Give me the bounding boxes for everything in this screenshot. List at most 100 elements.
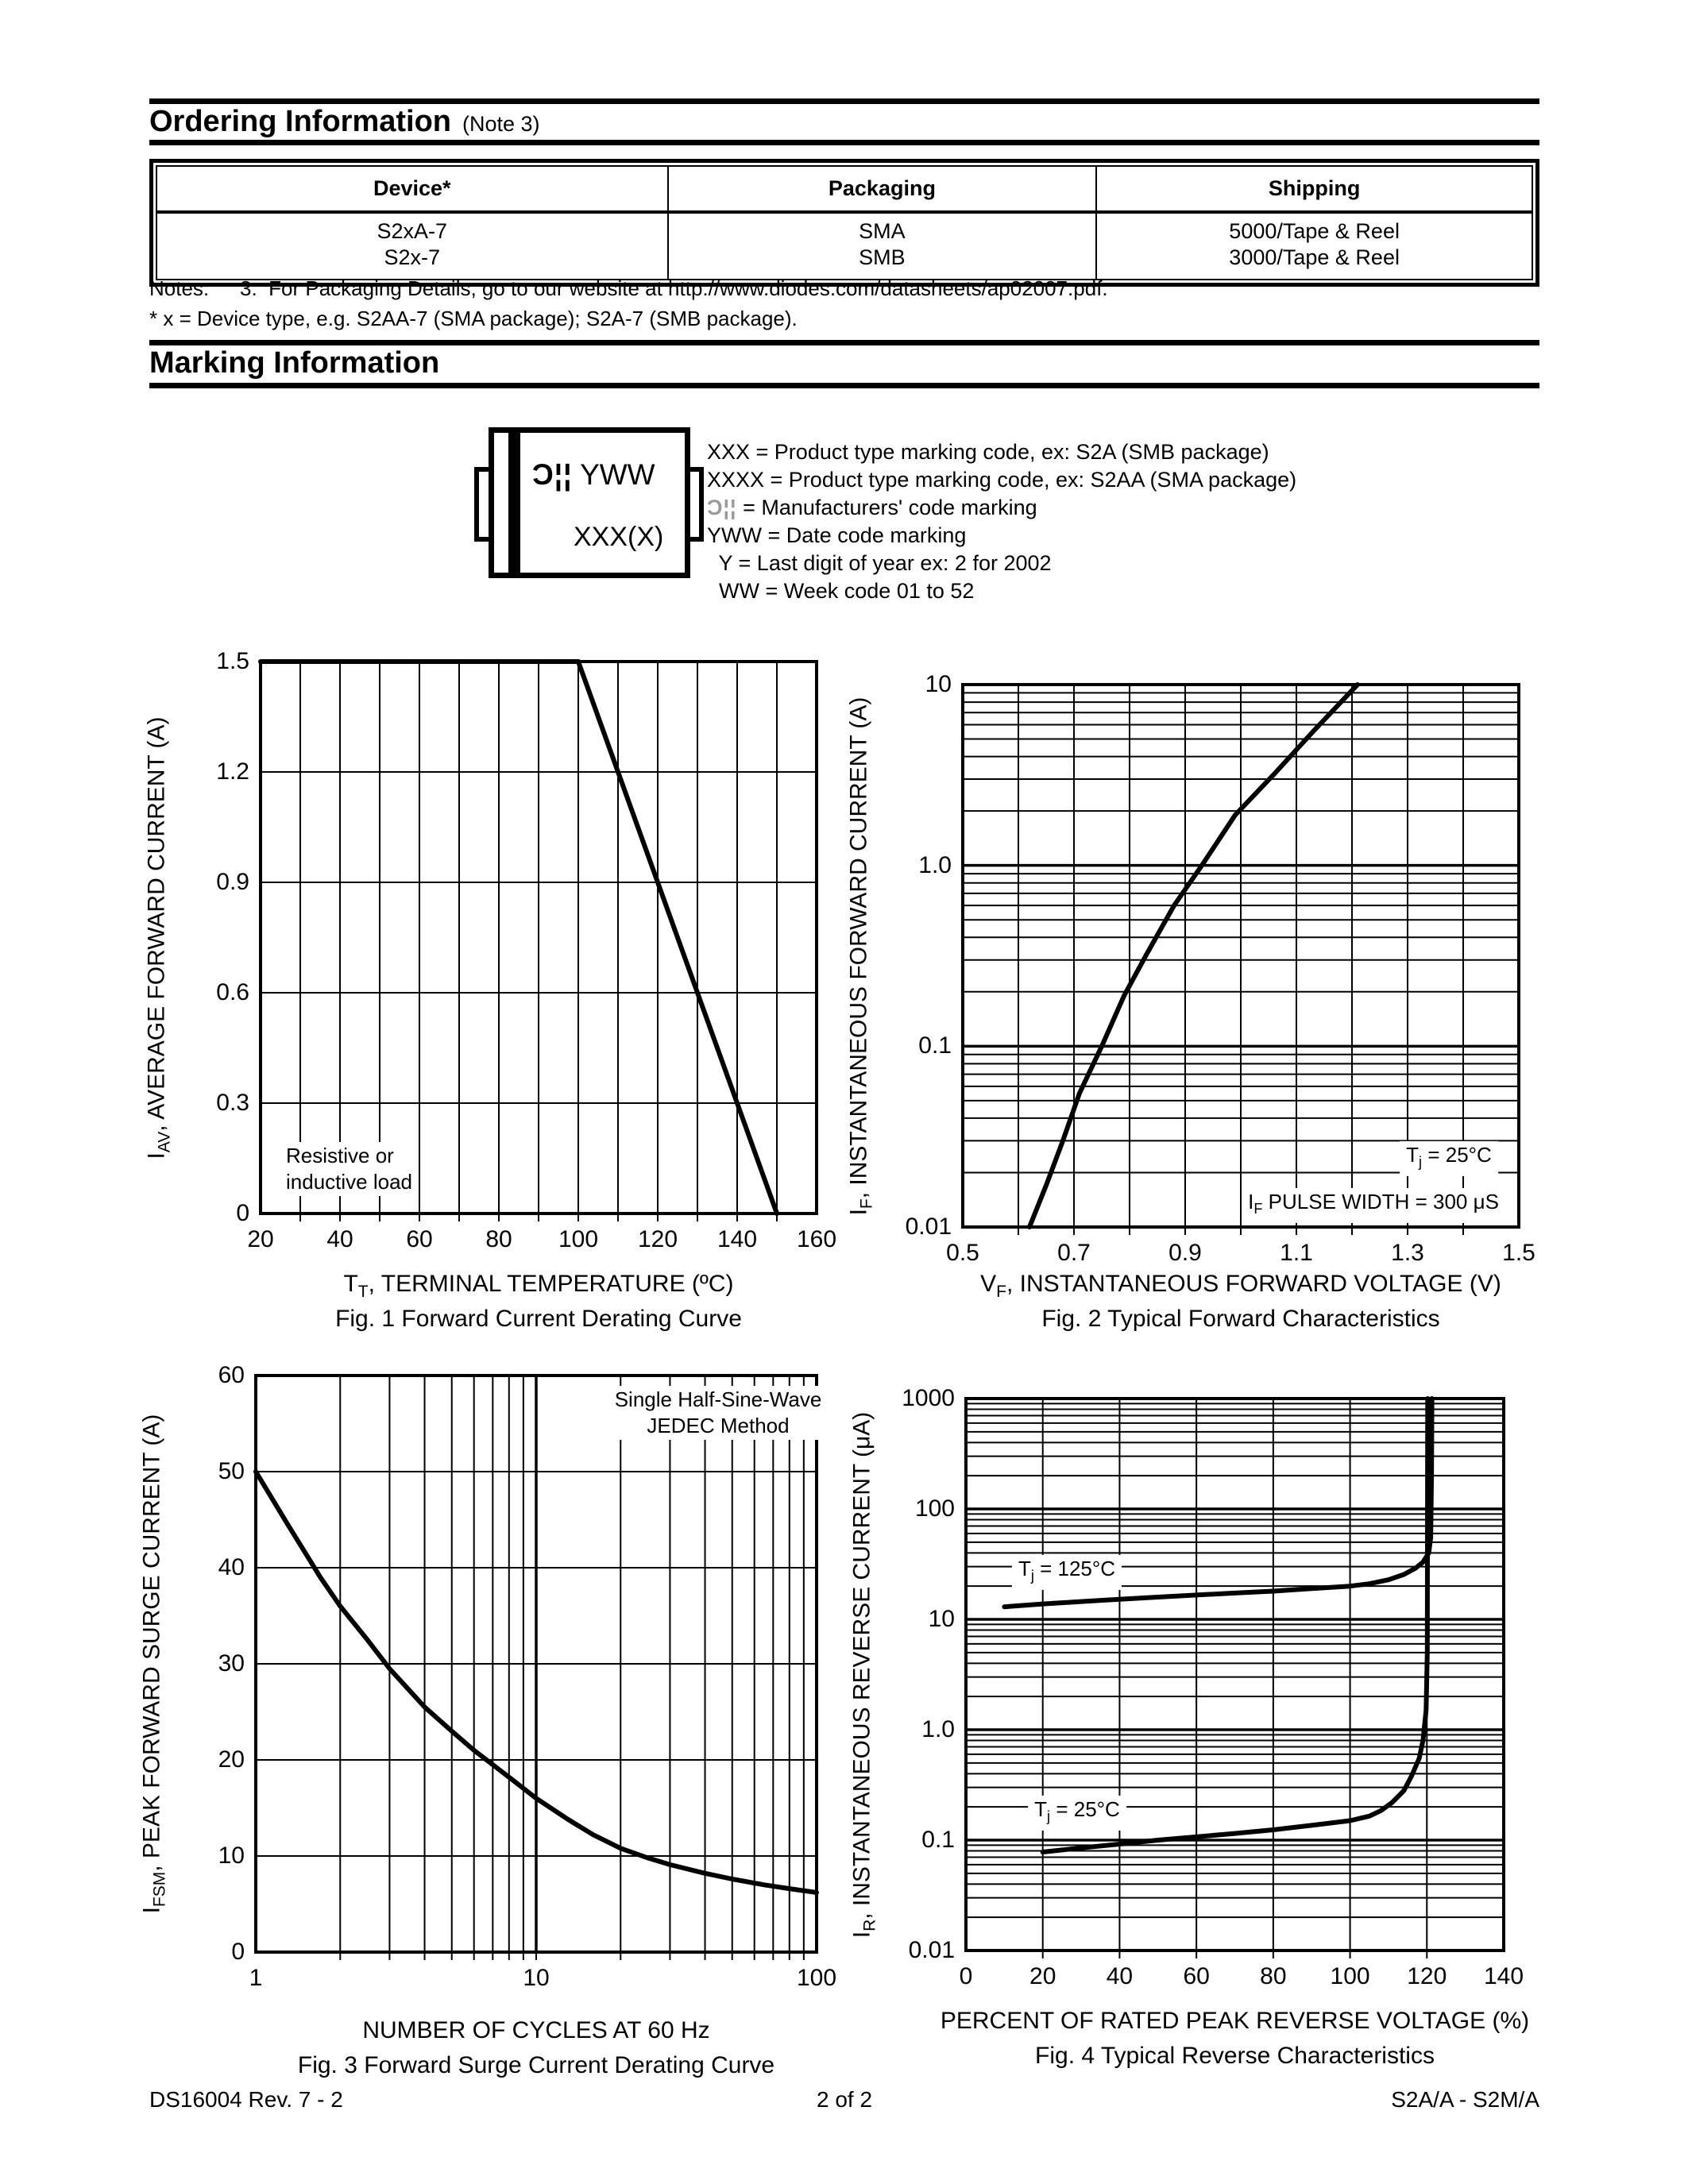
fig3-plot-border	[254, 1374, 818, 1954]
ordering-header-device: Device*	[157, 167, 669, 214]
ordering-rule-bottom	[149, 140, 1539, 145]
footer-part-range: S2A/A - S2M/A	[1391, 2087, 1539, 2112]
fig4-ytick-0.1: 0.1	[921, 1827, 955, 1853]
note-line-2: * x = Device type, e.g. S2AA-7 (SMA pack…	[149, 307, 798, 330]
marking-rule-top	[149, 340, 1539, 345]
fig2-x-axis-title: VF, INSTANTANEOUS FORWARD VOLTAGE (V)	[980, 1271, 1501, 1301]
fig4-xtick-0: 0	[959, 1963, 973, 1989]
fig4-xtick-100: 100	[1330, 1963, 1370, 1989]
shipping-smb: 3000/Tape & Reel	[1229, 245, 1400, 269]
fig2-plot	[961, 682, 1520, 1235]
fig2-xtick-1.5: 1.5	[1502, 1240, 1535, 1266]
fig2-plot-border	[961, 683, 1520, 1229]
fig3-ytick-10: 10	[218, 1843, 245, 1869]
package-body: Ɔ¦¦ YWW XXX(X)	[489, 427, 690, 578]
fig2-ytick-0.1: 0.1	[918, 1032, 952, 1059]
marking-legend-line-4: YWW = Date code marking	[707, 523, 967, 547]
fig4-xtick-120: 120	[1407, 1963, 1447, 1989]
note-line-1: 3. For Packaging Details, go to our webs…	[240, 276, 1108, 300]
fig3-ytick-40: 40	[218, 1554, 245, 1580]
fig1-ytick-0: 0	[236, 1200, 249, 1226]
fig1-xtick-20: 20	[247, 1226, 274, 1252]
fig2-xtick-1.3: 1.3	[1391, 1240, 1424, 1266]
fig1-x-axis-title: TT, TERMINAL TEMPERATURE (ºC)	[343, 1271, 734, 1301]
ordering-section-title: Ordering Information (Note 3)	[149, 105, 540, 139]
fig1-xtick-160: 160	[796, 1226, 837, 1252]
ordering-header-packaging: Packaging	[668, 167, 1098, 214]
fig4-ytick-100: 100	[914, 1495, 955, 1522]
fig1-xtick-120: 120	[637, 1226, 678, 1252]
fig2-caption: Fig. 2 Typical Forward Characteristics	[1041, 1306, 1440, 1332]
package-marking-line1: Ɔ¦¦ YWW	[532, 458, 655, 492]
fig2-ytick-1.0: 1.0	[918, 851, 952, 878]
marking-legend-line-5: Y = Last digit of year ex: 2 for 2002	[707, 551, 1052, 575]
fig3-x-axis-title: NUMBER OF CYCLES AT 60 Hz	[362, 2017, 710, 2043]
manufacturer-logo-icon: Ɔ¦¦	[532, 458, 573, 491]
fig4-xtick-40: 40	[1106, 1963, 1134, 1989]
fig2-xtick-0.5: 0.5	[946, 1240, 979, 1266]
fig1-xtick-140: 140	[717, 1226, 758, 1252]
fig3-ytick-30: 30	[218, 1650, 245, 1677]
ordering-header-shipping: Shipping	[1097, 167, 1532, 214]
fig1-series-0	[258, 659, 779, 1216]
fig2-ytick-0.01: 0.01	[905, 1214, 952, 1240]
marking-legend-line-6: WW = Week code 01 to 52	[707, 579, 975, 603]
fig1-ytick-1.2: 1.2	[216, 758, 249, 785]
fig1-plot-border	[259, 660, 818, 1215]
fig3-xtick-1: 1	[249, 1965, 263, 1991]
marking-section-title: Marking Information	[149, 346, 439, 380]
fig1-ytick-0.9: 0.9	[216, 869, 249, 895]
fig1-caption: Fig. 1 Forward Current Derating Curve	[335, 1306, 742, 1332]
marking-legend-line-3: Ɔ¦¦ = Manufacturers' code marking	[707, 496, 1037, 519]
fig2-xtick-1.1: 1.1	[1280, 1240, 1313, 1266]
fig1-xtick-60: 60	[406, 1226, 433, 1252]
fig4-xtick-20: 20	[1029, 1963, 1056, 1989]
ordering-table: Device* Packaging Shipping S2xA-7 S2x-7 …	[149, 159, 1539, 287]
fig4-xtick-60: 60	[1183, 1963, 1210, 1989]
fig4-xtick-140: 140	[1483, 1963, 1524, 1989]
fig4-ytick-1000: 1000	[902, 1385, 955, 1411]
fig3-xtick-100: 100	[796, 1965, 837, 1991]
fig3-series-0	[253, 1469, 819, 1895]
fig3-xtick-10: 10	[523, 1965, 550, 1991]
fig4-y-axis-title: IR, INSTANTANEOUS REVERSE CURRENT (μA)	[848, 1411, 879, 1938]
device-sma: S2xA-7	[377, 219, 448, 243]
fig1-y-axis-title: IAV, AVERAGE FORWARD CURRENT (A)	[143, 716, 174, 1160]
manufacturer-logo-icon: Ɔ¦¦	[707, 496, 737, 519]
ordering-cell-device: S2xA-7 S2x-7	[157, 214, 669, 279]
fig4-series-1	[1040, 1396, 1431, 1854]
packaging-smb: SMB	[859, 245, 906, 269]
fig2-xtick-0.7: 0.7	[1057, 1240, 1091, 1266]
package-type-code: XXX(X)	[574, 522, 664, 552]
fig3-annotation-0: Single Half-Sine-Wave JEDEC Method	[608, 1386, 829, 1440]
footer-page-number: 2 of 2	[816, 2087, 873, 2112]
marking-legend-line-1: XXX = Product type marking code, ex: S2A…	[707, 440, 1269, 464]
ordering-table-header-row: Device* Packaging Shipping	[157, 167, 1532, 214]
cathode-band	[508, 433, 520, 573]
fig1-xtick-100: 100	[558, 1226, 599, 1252]
ordering-cell-packaging: SMA SMB	[669, 214, 1098, 279]
fig1-ytick-0.3: 0.3	[216, 1090, 249, 1116]
fig4-ytick-1.0: 1.0	[921, 1716, 955, 1742]
fig4-plot	[964, 1396, 1505, 1958]
fig4-caption: Fig. 4 Typical Reverse Characteristics	[1035, 2043, 1435, 2069]
fig1-ytick-0.6: 0.6	[216, 979, 249, 1005]
marking-title-text: Marking Information	[149, 346, 440, 380]
fig3-ytick-50: 50	[218, 1458, 245, 1484]
ordering-title-note: (Note 3)	[462, 112, 540, 136]
shipping-sma: 5000/Tape & Reel	[1229, 219, 1400, 243]
ordering-title-text: Ordering Information	[149, 105, 451, 138]
fig4-ytick-10: 10	[928, 1606, 955, 1632]
fig4-annotation-0: Tj = 125°C	[1011, 1554, 1122, 1591]
ordering-table-body-row: S2xA-7 S2x-7 SMA SMB 5000/Tape & Reel 30…	[157, 214, 1532, 279]
fig4-x-axis-title: PERCENT OF RATED PEAK REVERSE VOLTAGE (%…	[940, 2008, 1530, 2034]
fig3-ytick-0: 0	[231, 1939, 245, 1965]
fig1-xtick-80: 80	[485, 1226, 512, 1252]
ordering-rule-top	[149, 98, 1539, 104]
fig1-plot	[258, 659, 818, 1221]
fig3-ytick-60: 60	[218, 1362, 245, 1388]
fig4-annotation-1: Tj = 25°C	[1028, 1795, 1126, 1831]
fig3-ytick-20: 20	[218, 1746, 245, 1773]
fig1-ytick-1.5: 1.5	[216, 648, 249, 674]
fig3-caption: Fig. 3 Forward Surge Current Derating Cu…	[297, 2052, 775, 2078]
